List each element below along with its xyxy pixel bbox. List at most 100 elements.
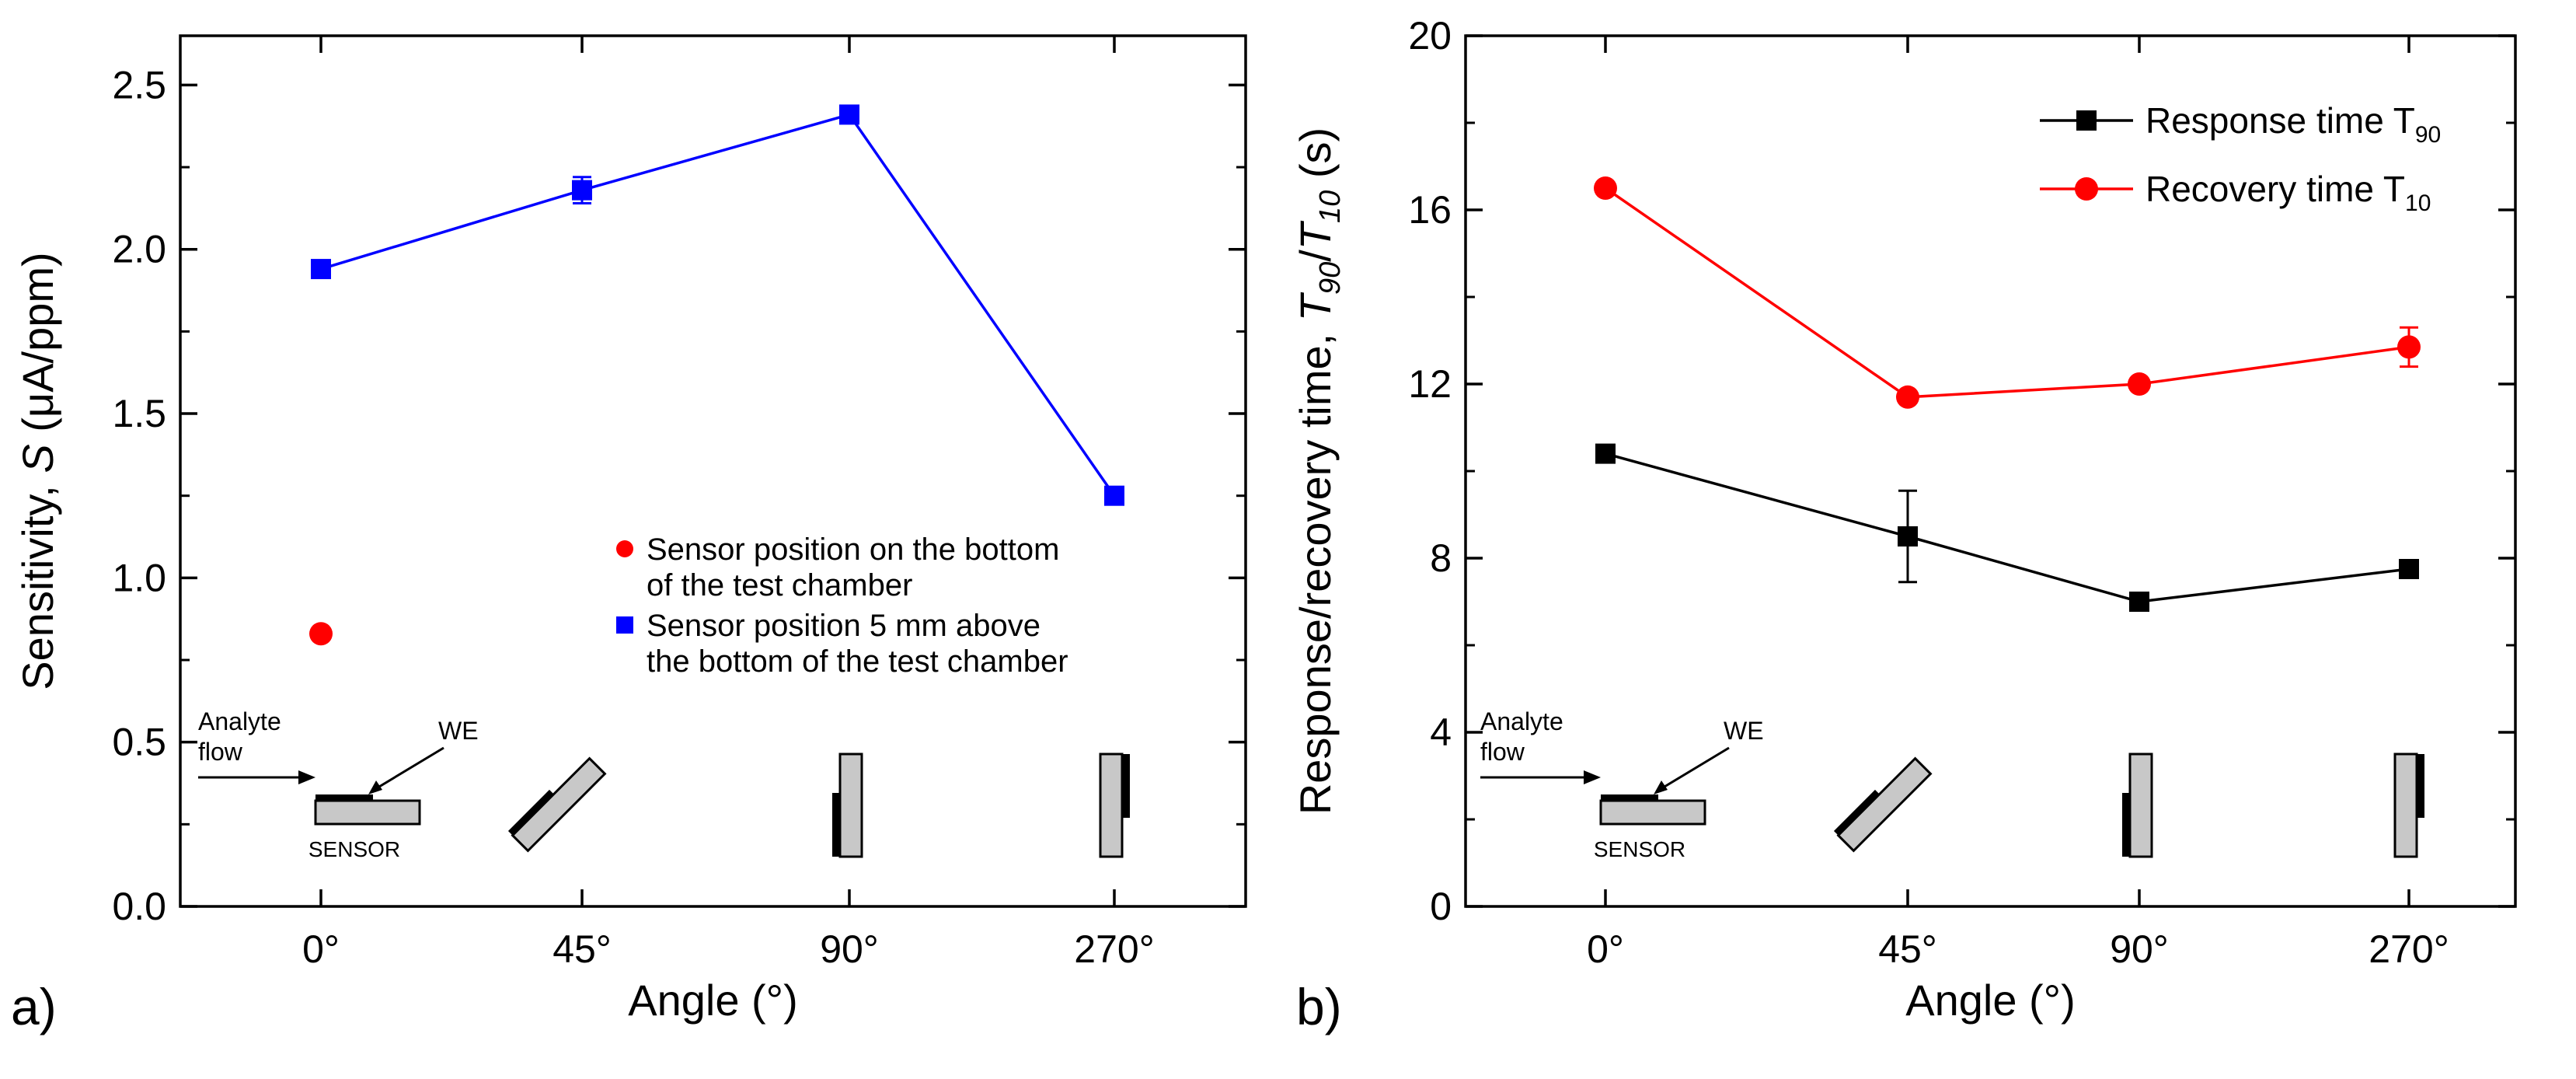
chart-panel-b: 0 4 8 12 16 20 0° 45° 90° 270° Angle (°) Response/r… [1291,14,2517,1035]
sensor-45-body [1836,756,1933,853]
sensor-270-body [2393,753,2418,858]
sensor-90-body [2128,753,2153,858]
y-tick-label: 8 [1430,536,1452,580]
sensor-270-body [1099,753,1124,858]
y-tick-label: 0 [1430,885,1452,928]
inset-analyte-label: Analyte [1480,707,1563,735]
we-pointer-head [1654,780,1668,794]
legend-label: Response time T90 [2146,100,2441,148]
legend-label: Sensor position on the bottom [647,533,1059,567]
legend-label: Recovery time T10 [2146,169,2431,216]
data-point [2129,592,2149,612]
series-line [1605,452,2410,603]
y-tick-label: 1.5 [112,392,166,435]
panel-label: a) [11,978,57,1035]
legend: Response time T90 Recovery time T10 [2040,100,2441,216]
y-tick-label: 1.0 [112,556,166,599]
legend-label-main: Recovery time T [2146,169,2405,209]
y-title-t90-sub: 90 [1314,262,1347,295]
sensor-270-we [1122,754,1130,818]
legend-marker [2076,110,2097,131]
series-line [1605,187,2410,399]
legend-label: Sensor position 5 mm above [647,609,1041,643]
inset-sensor-label: SENSOR [1594,837,1685,861]
y-tick-label: 20 [1408,14,1452,58]
legend-label: of the test chamber [647,568,912,602]
data-point [839,104,859,125]
legend-label-sub: 10 [2405,190,2431,216]
inset-flow-label: flow [1480,738,1525,766]
y-tick-label: 2.5 [112,63,166,107]
y-title-units: (μA/ppm) [13,252,62,444]
plot-frame [1464,34,2517,908]
sensor-45-body [511,756,607,853]
sensor-flat [314,799,421,826]
sensor-45 [507,756,607,853]
data-point [1104,485,1124,506]
sensor-90-we [832,793,840,857]
y-title-t10-sub: 10 [1314,190,1347,223]
y-title-units: (s) [1291,127,1340,190]
y-axis-title: Sensitivity, S (μA/ppm) [13,252,62,690]
x-tick-label: 270° [2369,927,2449,971]
sensor-orientation-inset: Analyte flow WE SENSOR [1480,707,2424,861]
y-title-t10: T [1291,220,1340,250]
x-tick-label: 45° [552,927,612,971]
inset-analyte-label: Analyte [198,707,281,735]
data-point [572,180,592,201]
series-0 [1595,443,2419,612]
sensor-45-we [1833,789,1881,836]
sensor-we-flat [1601,794,1658,801]
x-axis-title: Angle (°) [1905,976,2075,1025]
y-tick-label: 2.0 [112,228,166,271]
y-tick-label: 0.0 [112,885,166,928]
legend-marker [616,540,633,557]
y-axis-title: Response/recovery time, T90/T10 (s) [1291,127,1347,815]
data-point [1898,526,1918,546]
sensor-90-body [838,753,863,858]
legend-marker [2075,177,2098,201]
sensor-orientation-inset: Analyte flow WE SENSOR [198,707,1130,861]
data-point [311,259,331,280]
data-point [309,622,333,646]
inset-flow-label: flow [198,738,243,766]
we-pointer-head [368,780,382,794]
sensor-we-flat [315,794,373,801]
data-point [1896,385,1919,409]
sensor-270-we [2417,754,2424,818]
inset-we-label: WE [438,717,479,745]
plot-frame [179,34,1247,908]
inset-sensor-label: SENSOR [308,837,400,861]
legend-marker [616,616,633,634]
inset-we-label: WE [1724,717,1764,745]
y-tick-label: 16 [1408,188,1452,232]
legend-label: the bottom of the test chamber [647,644,1068,679]
x-tick-label: 90° [820,927,879,971]
x-axis-title: Angle (°) [628,976,797,1025]
chart-panel-a: 0.0 0.5 1.0 1.5 2.0 2.5 0° 45° 90° 270° Angle (°) S… [11,34,1247,1035]
data-point [2399,559,2419,579]
y-title-text: Response/recovery time, [1291,321,1340,815]
y-title-symbol: S [13,444,62,473]
x-tick-label: 0° [1587,927,1624,971]
sensor-45 [1833,756,1933,853]
series-line [320,113,1116,497]
legend-label-sub: 90 [2415,122,2441,148]
panel-label: b) [1296,978,1342,1035]
x-tick-label: 90° [2110,927,2169,971]
we-pointer [371,746,444,793]
sensor-45-we [507,789,555,836]
series-0 [309,622,333,646]
sensor-90-we [2122,793,2130,857]
y-title-t90: T [1291,292,1340,321]
series-1 [311,104,1124,506]
we-pointer [1656,746,1730,793]
x-tick-label: 45° [1878,927,1937,971]
legend-label-main: Response time T [2146,100,2415,141]
data-point [1594,176,1617,200]
y-tick-label: 4 [1430,711,1452,754]
flow-arrowhead [298,770,315,784]
data-point [1595,443,1616,464]
data-point [2128,372,2151,396]
